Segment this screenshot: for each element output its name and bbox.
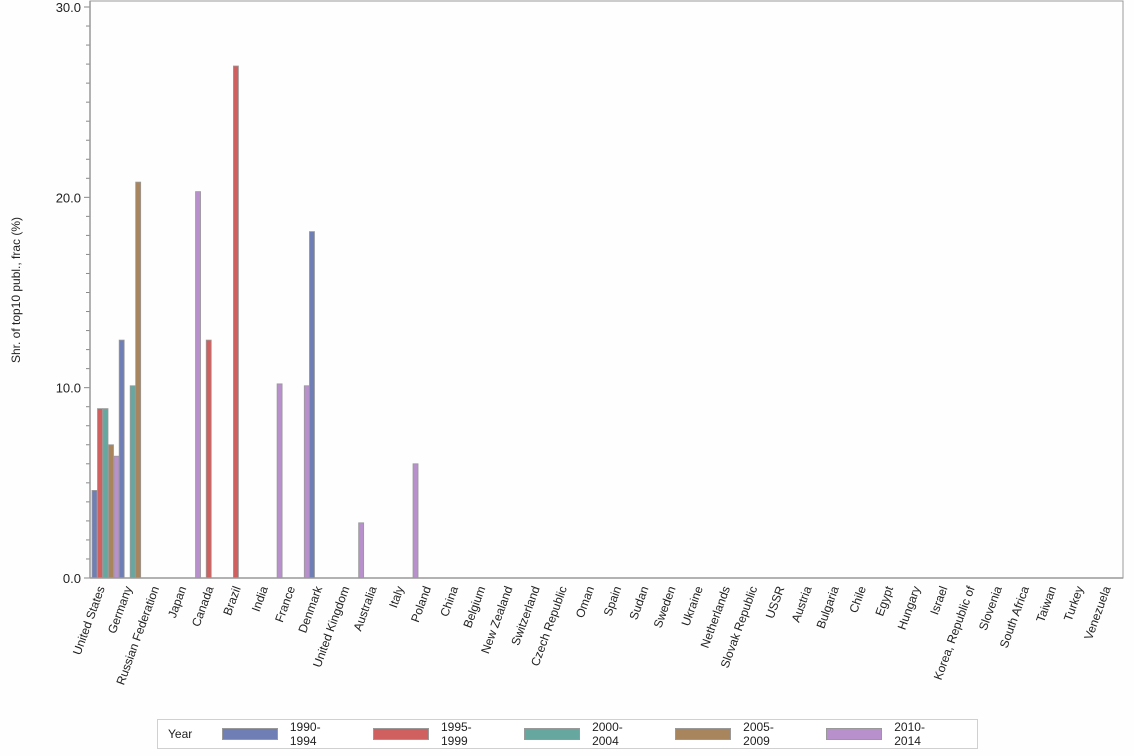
x-tick-label: United States xyxy=(70,584,108,656)
bar[interactable] xyxy=(205,339,212,579)
bar[interactable] xyxy=(91,490,98,579)
x-tick-label: Spain xyxy=(601,584,625,618)
bar[interactable] xyxy=(113,455,120,579)
bar[interactable] xyxy=(303,385,310,579)
bar[interactable] xyxy=(118,339,125,579)
x-tick-label: Ukraine xyxy=(679,584,706,628)
legend: Year 1990-1994 1995-1999 2000-2004 2005-200… xyxy=(157,719,978,749)
x-tick-label: France xyxy=(272,584,298,624)
legend-swatch xyxy=(221,728,278,740)
x-tick-label: Chile xyxy=(846,584,869,615)
legend-label: 2000-2004 xyxy=(592,720,623,748)
x-tick-label: Egypt xyxy=(872,584,896,618)
legend-swatch xyxy=(372,728,429,740)
x-tick-label: Hungary xyxy=(895,584,924,631)
legend-label: 1990-1994 xyxy=(289,720,321,748)
x-tick-label: India xyxy=(249,584,271,614)
bar[interactable] xyxy=(233,65,239,579)
bar[interactable] xyxy=(102,408,109,579)
y-tick-label: 10.0 xyxy=(56,381,81,396)
x-tick-label: Sweden xyxy=(651,584,679,630)
bar[interactable] xyxy=(129,385,136,579)
legend-swatch xyxy=(825,728,883,740)
legend-label: 1995-1999 xyxy=(440,720,472,748)
y-tick-label: 30.0 xyxy=(56,0,81,15)
legend-item[interactable]: 2010-2014 xyxy=(825,720,943,748)
x-tick-label: Israel xyxy=(927,584,950,616)
x-tick-label: USSR xyxy=(763,584,788,620)
x-tick-label: Canada xyxy=(189,584,217,629)
legend-item[interactable]: 2000-2004 xyxy=(523,720,641,748)
y-tick-label: 20.0 xyxy=(56,190,81,205)
legend-label: 2005-2009 xyxy=(743,720,774,748)
bar[interactable] xyxy=(97,408,103,579)
legend-swatch xyxy=(674,728,732,740)
legend-label: 2010-2014 xyxy=(894,720,925,748)
x-tick-label: Venezuela xyxy=(1081,584,1113,642)
x-tick-label: Turkey xyxy=(1061,584,1087,623)
bar[interactable] xyxy=(309,231,315,579)
x-tick-label: Oman xyxy=(573,584,597,620)
bar[interactable] xyxy=(108,444,114,579)
y-axis-label: Shr. of top10 publ., frac (%) xyxy=(9,217,23,363)
x-tick-label: Bulgaria xyxy=(814,584,842,630)
bar[interactable] xyxy=(276,383,283,579)
x-tick-label: Brazil xyxy=(220,584,243,617)
x-tick-label: Belgium xyxy=(460,584,488,630)
x-tick-label: Poland xyxy=(408,584,434,624)
legend-title: Year xyxy=(168,727,193,741)
bar[interactable] xyxy=(195,191,201,579)
bar[interactable] xyxy=(358,522,365,579)
legend-item[interactable]: 1995-1999 xyxy=(372,720,490,748)
x-tick-label: China xyxy=(437,584,461,619)
x-tick-label: Slovenia xyxy=(976,584,1005,632)
x-tick-label: Japan xyxy=(165,584,189,620)
x-tick-label: Taiwan xyxy=(1033,584,1059,624)
legend-swatch xyxy=(523,728,581,740)
bar[interactable] xyxy=(135,181,142,579)
legend-item[interactable]: 1990-1994 xyxy=(221,720,339,748)
plot-frame xyxy=(89,0,1124,579)
x-tick-label: Germany xyxy=(105,584,135,635)
legend-item[interactable]: 2005-2009 xyxy=(674,720,792,748)
y-tick-label: 0.0 xyxy=(63,571,81,586)
x-tick-label: Austria xyxy=(789,584,815,624)
x-tick-label: Sudan xyxy=(626,584,651,621)
x-tick-label: Australia xyxy=(350,584,379,633)
x-tick-label: Denmark xyxy=(295,583,325,634)
x-tick-label: Italy xyxy=(386,584,407,609)
bar[interactable] xyxy=(412,463,419,579)
